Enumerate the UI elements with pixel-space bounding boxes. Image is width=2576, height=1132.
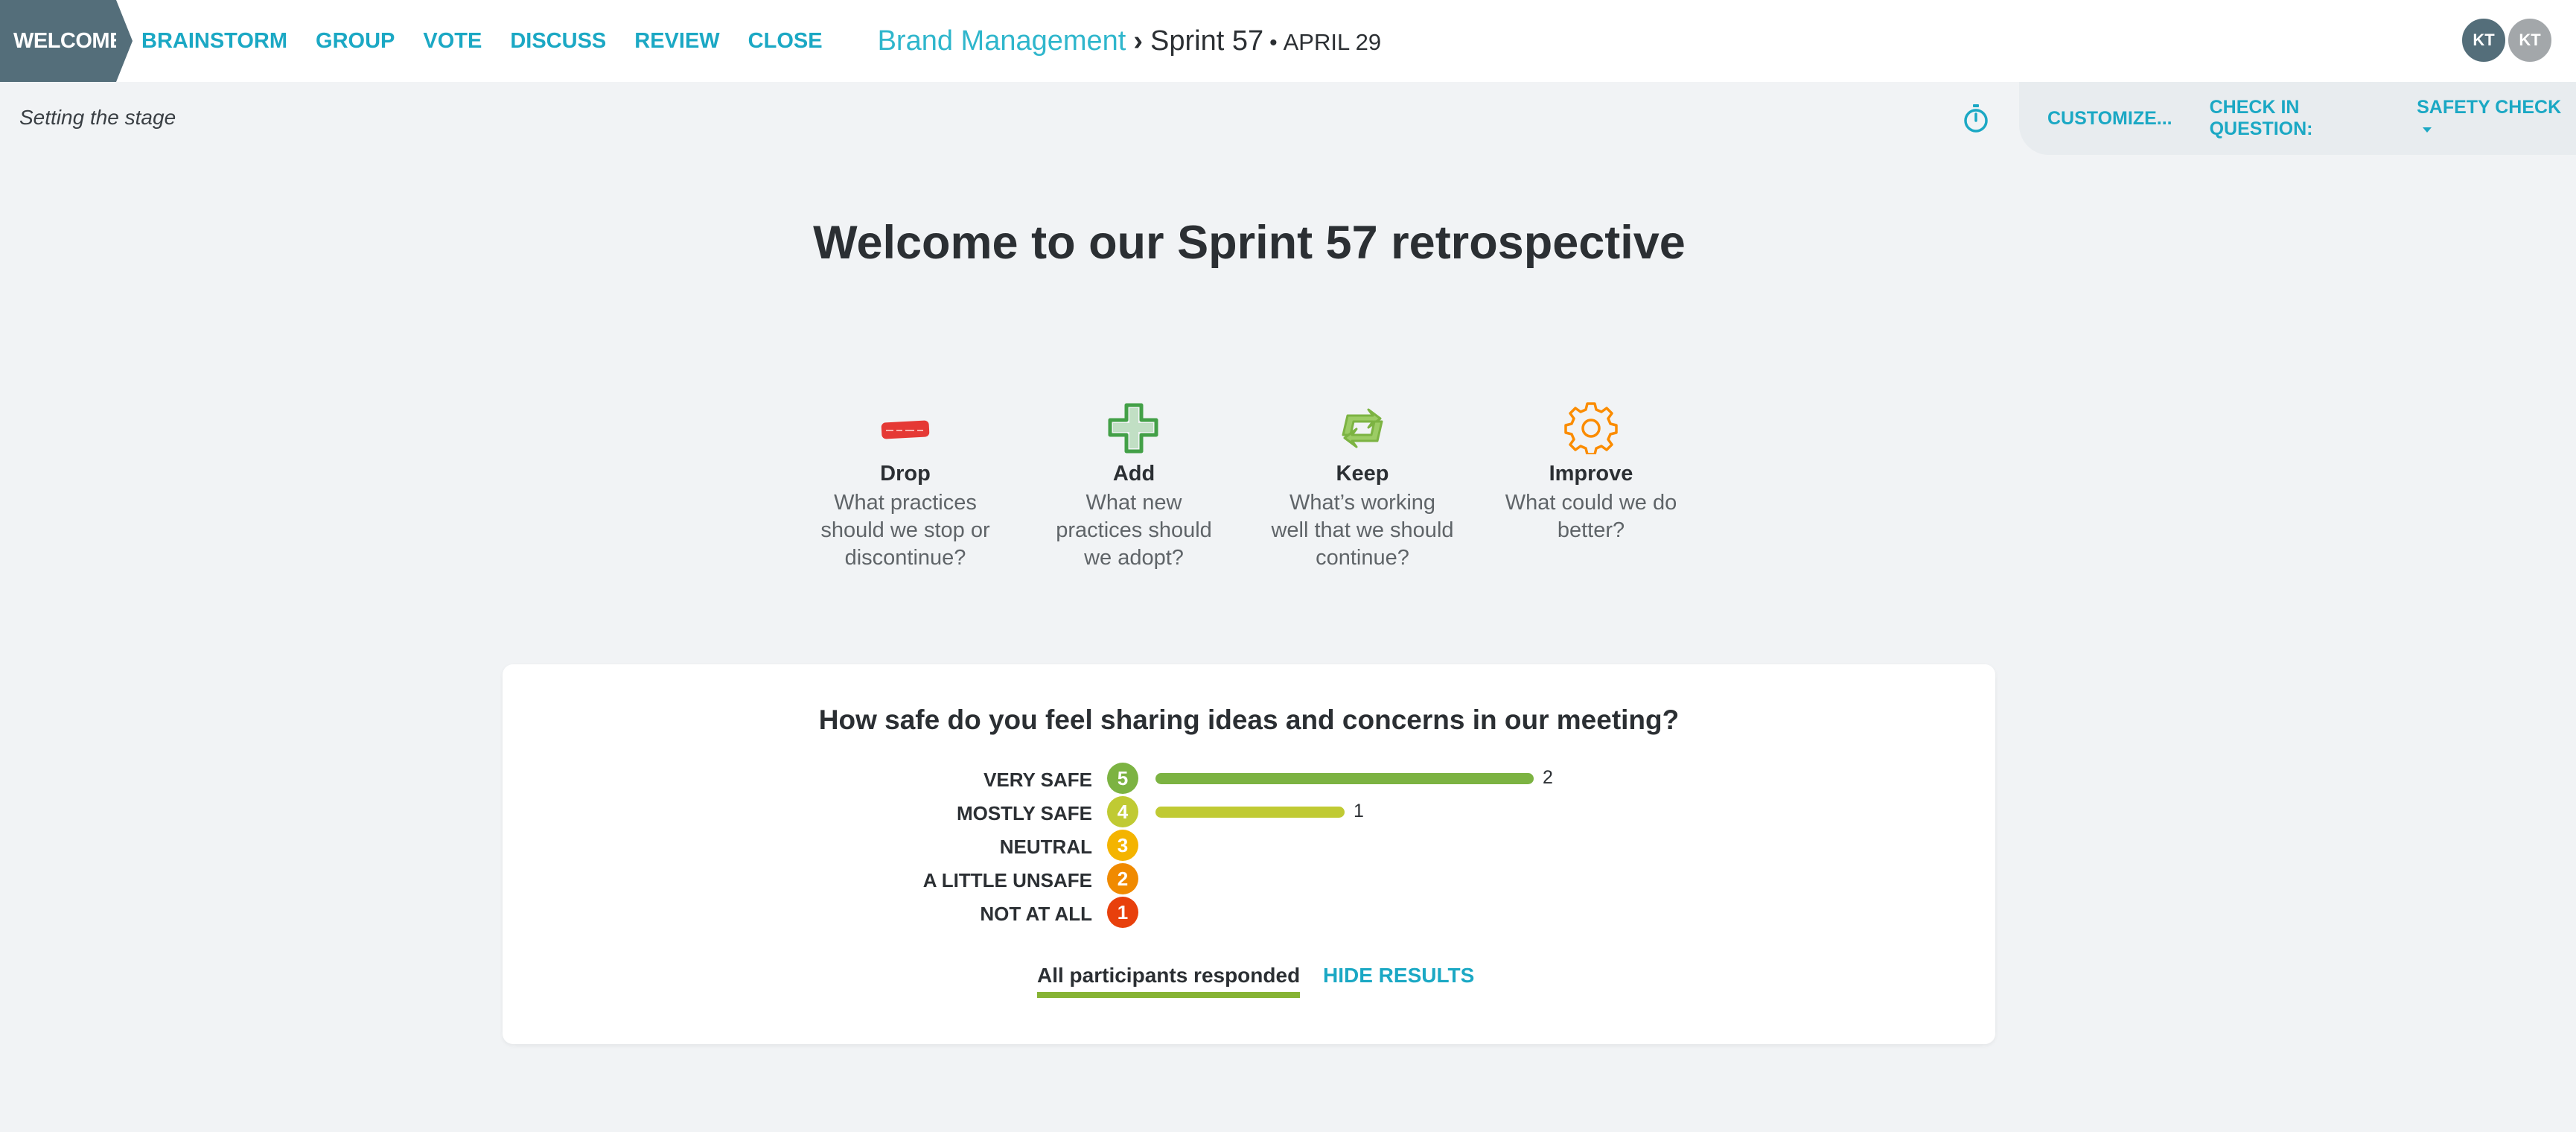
breadcrumb-separator: › xyxy=(1133,25,1143,57)
phase-label: Setting the stage xyxy=(19,106,176,129)
result-label: NEUTRAL xyxy=(999,836,1092,858)
check-in-label: CHECK IN QUESTION: xyxy=(2209,97,2313,139)
stage-nav: BRAINSTORM GROUP VOTE DISCUSS REVIEW CLO… xyxy=(141,29,851,54)
result-label: NOT AT ALL xyxy=(980,903,1092,925)
breadcrumb-dot: • xyxy=(1269,30,1278,55)
result-bar xyxy=(1155,773,1534,784)
welcome-retro-name: Sprint 57 xyxy=(1177,217,1378,269)
safety-check-card: How safe do you feel sharing ideas and c… xyxy=(503,664,1995,1044)
result-count: 2 xyxy=(1543,767,1553,788)
category-keep: Keep What’s working well that we should … xyxy=(1269,402,1456,572)
category-name: Keep xyxy=(1336,462,1389,486)
facilitator-tools: CUSTOMIZE... CHECK IN QUESTION: SAFETY C… xyxy=(2019,82,2576,155)
result-bar xyxy=(1155,807,1345,818)
stage-review[interactable]: REVIEW xyxy=(634,28,720,53)
check-in-question: CHECK IN QUESTION: SAFETY CHECK xyxy=(2210,97,2576,140)
category-add: Add What new practices should we adopt? xyxy=(1041,402,1227,572)
caret-down-icon xyxy=(2423,127,2432,133)
category-description: What’s working well that we should conti… xyxy=(1271,491,1454,570)
stage-close[interactable]: CLOSE xyxy=(747,28,823,53)
welcome-prefix: Welcome to our xyxy=(813,217,1178,269)
category-drop: Drop What practices should we stop or di… xyxy=(812,402,998,572)
result-label: VERY SAFE xyxy=(983,769,1092,791)
result-row: NOT AT ALL 1 xyxy=(503,895,1995,929)
sub-bar: Setting the stage CUSTOMIZE... CHECK IN … xyxy=(0,82,2576,155)
welcome-suffix: retrospective xyxy=(1377,217,1686,269)
welcome-heading: Welcome to our Sprint 57 retrospective xyxy=(0,216,2499,270)
customize-button[interactable]: CUSTOMIZE... xyxy=(2047,107,2172,129)
score-badge: 3 xyxy=(1107,830,1138,861)
category-list: Drop What practices should we stop or di… xyxy=(0,402,2576,573)
score-badge: 1 xyxy=(1107,897,1138,928)
result-row: A LITTLE UNSAFE 2 xyxy=(503,862,1995,895)
category-name: Improve xyxy=(1549,462,1633,486)
participant-avatars: KT KT xyxy=(2460,16,2554,64)
stage-discuss[interactable]: DISCUSS xyxy=(510,28,607,53)
score-badge: 5 xyxy=(1107,763,1138,794)
result-row: MOSTLY SAFE 4 1 xyxy=(503,795,1995,828)
category-description: What new practices should we adopt? xyxy=(1056,491,1212,570)
top-bar: WELCOME BRAINSTORM GROUP VOTE DISCUSS RE… xyxy=(0,0,2576,82)
stage-group[interactable]: GROUP xyxy=(316,28,395,53)
result-count: 1 xyxy=(1354,801,1364,821)
check-in-dropdown[interactable]: SAFETY CHECK xyxy=(2417,97,2576,140)
category-name: Add xyxy=(1112,462,1155,486)
score-badge: 2 xyxy=(1107,863,1138,894)
category-description: What could we do better? xyxy=(1505,491,1677,542)
breadcrumb-team-link[interactable]: Brand Management xyxy=(877,25,1126,57)
avatar[interactable]: KT xyxy=(2506,16,2554,64)
result-label: A LITTLE UNSAFE xyxy=(922,869,1092,891)
safety-check-question: How safe do you feel sharing ideas and c… xyxy=(818,705,1680,735)
result-row: VERY SAFE 5 2 xyxy=(503,761,1995,795)
eraser-icon xyxy=(881,420,930,439)
breadcrumb-retro-name: Sprint 57 xyxy=(1150,25,1264,57)
category-improve: Improve What could we do better? xyxy=(1498,402,1684,544)
avatar[interactable]: KT xyxy=(2460,16,2508,64)
gear-icon xyxy=(1564,402,1618,454)
stopwatch-icon[interactable] xyxy=(1962,103,1990,134)
stage-brainstorm[interactable]: BRAINSTORM xyxy=(141,28,288,53)
check-in-value: SAFETY CHECK xyxy=(2417,97,2562,118)
result-label: MOSTLY SAFE xyxy=(956,802,1092,824)
category-description: What practices should we stop or discont… xyxy=(820,491,990,570)
category-name: Drop xyxy=(880,462,931,486)
result-row: NEUTRAL 3 xyxy=(503,828,1995,862)
stage-vote[interactable]: VOTE xyxy=(423,28,482,53)
responded-status: All participants responded xyxy=(1037,964,1301,998)
recycle-icon xyxy=(1342,408,1383,448)
breadcrumb: Brand Management › Sprint 57 • APRIL 29 xyxy=(878,25,1382,57)
breadcrumb-date: APRIL 29 xyxy=(1283,28,1382,55)
plus-icon xyxy=(1108,403,1158,454)
stage-welcome[interactable]: WELCOME xyxy=(0,0,133,82)
hide-results-button[interactable]: HIDE RESULTS xyxy=(1323,964,1475,987)
score-badge: 4 xyxy=(1107,796,1138,827)
